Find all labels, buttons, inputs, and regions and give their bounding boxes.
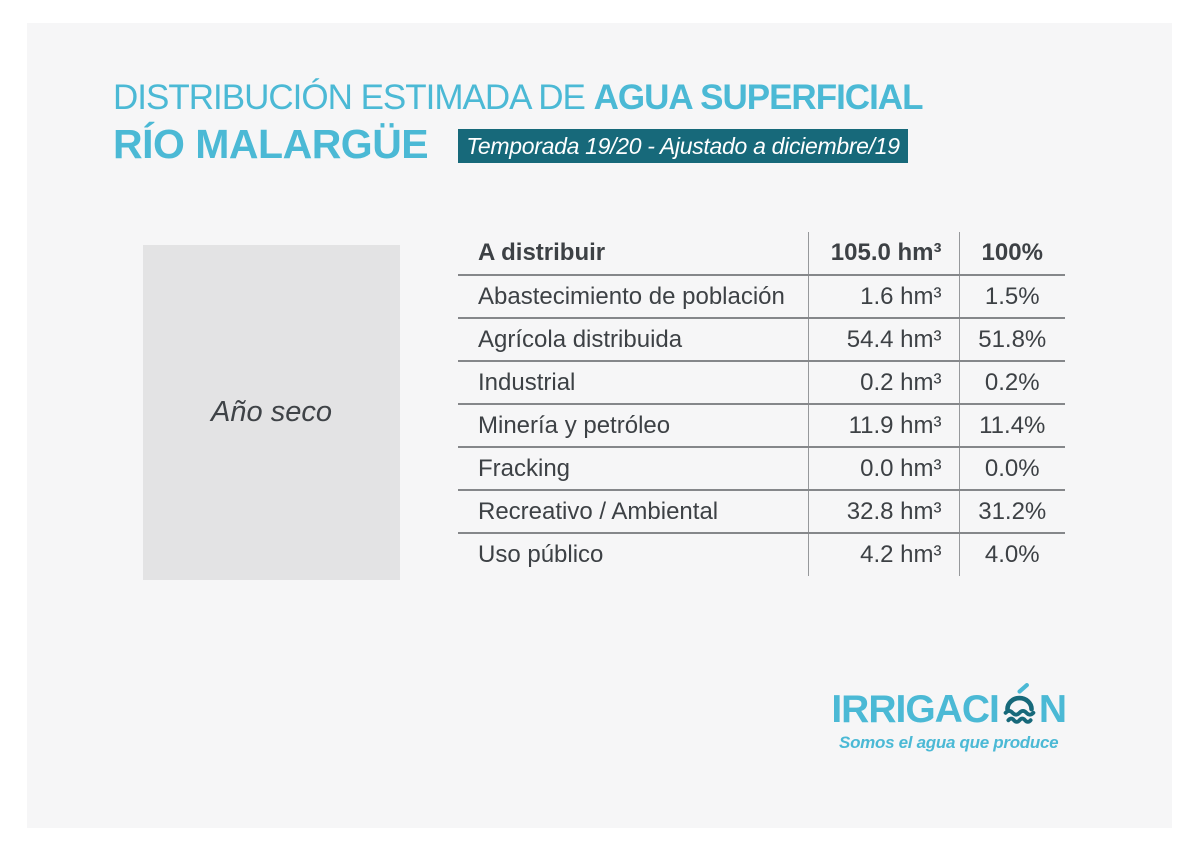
table-row: Agrícola distribuida 54.4 hm³ 51.8% [458, 318, 1065, 361]
row-volume: 11.9 hm³ [808, 404, 960, 447]
table-row: Minería y petróleo 11.9 hm³ 11.4% [458, 404, 1065, 447]
page-title-bold: AGUA SUPERFICIAL [593, 78, 924, 117]
page-title-regular: DISTRIBUCIÓN ESTIMADA DE [113, 78, 594, 117]
table-row: Industrial 0.2 hm³ 0.2% [458, 361, 1065, 404]
row-label: Industrial [458, 361, 809, 404]
distribution-table: A distribuir 105.0 hm³ 100% Abastecimien… [458, 232, 1065, 576]
row-label: Agrícola distribuida [458, 318, 809, 361]
row-label: Uso público [458, 533, 809, 576]
page-title: DISTRIBUCIÓN ESTIMADA DE AGUA SUPERFICIA… [113, 78, 924, 117]
scenario-label: Año seco [211, 396, 332, 428]
brand-prefix: IRRIGACI [831, 688, 999, 732]
table-header-row: A distribuir 105.0 hm³ 100% [458, 232, 1065, 275]
row-label: Recreativo / Ambiental [458, 490, 809, 533]
row-percent: 4.0% [984, 541, 1040, 568]
logo-tagline: Somos el agua que produce [839, 733, 1059, 752]
row-label: Fracking [458, 447, 809, 490]
season-badge: Temporada 19/20 - Ajustado a diciembre/1… [458, 129, 908, 163]
table-row: Abastecimiento de población 1.6 hm³ 1.5% [458, 275, 1065, 318]
row-percent: 11.4% [979, 411, 1046, 439]
water-waves-icon [1003, 682, 1036, 724]
header-cell-volume: 105.0 hm³ [808, 232, 960, 275]
row-volume: 32.8 hm³ [808, 490, 960, 533]
row-volume: 4.2 hm³ [808, 533, 960, 576]
row-percent: 0.2% [984, 368, 1040, 396]
scenario-box: Año seco [143, 245, 400, 580]
row-percent: 0.0% [984, 454, 1040, 482]
row-label: Minería y petróleo [458, 404, 809, 447]
row-percent: 31.2% [978, 497, 1047, 525]
row-label: Abastecimiento de población [458, 275, 809, 318]
brand-suffix: N [1038, 688, 1067, 732]
row-volume: 54.4 hm³ [808, 318, 960, 361]
header-cell-label: A distribuir [458, 232, 809, 275]
row-volume: 1.6 hm³ [808, 275, 960, 318]
table-row: Recreativo / Ambiental 32.8 hm³ 31.2% [458, 490, 1065, 533]
river-title: RÍO MALARGÜE [113, 121, 429, 167]
row-volume: 0.2 hm³ [808, 361, 960, 404]
brand-wordmark: IRRIGACI N [831, 682, 1067, 732]
row-percent: 1.5% [984, 282, 1040, 310]
header-cell-percent: 100% [981, 239, 1043, 266]
row-volume: 0.0 hm³ [808, 447, 960, 490]
table-row: Fracking 0.0 hm³ 0.0% [458, 447, 1065, 490]
irrigacion-logo: IRRIGACI N Somos el agua que produce [831, 682, 1067, 753]
table-row: Uso público 4.2 hm³ 4.0% [458, 533, 1065, 576]
row-percent: 51.8% [978, 325, 1047, 353]
